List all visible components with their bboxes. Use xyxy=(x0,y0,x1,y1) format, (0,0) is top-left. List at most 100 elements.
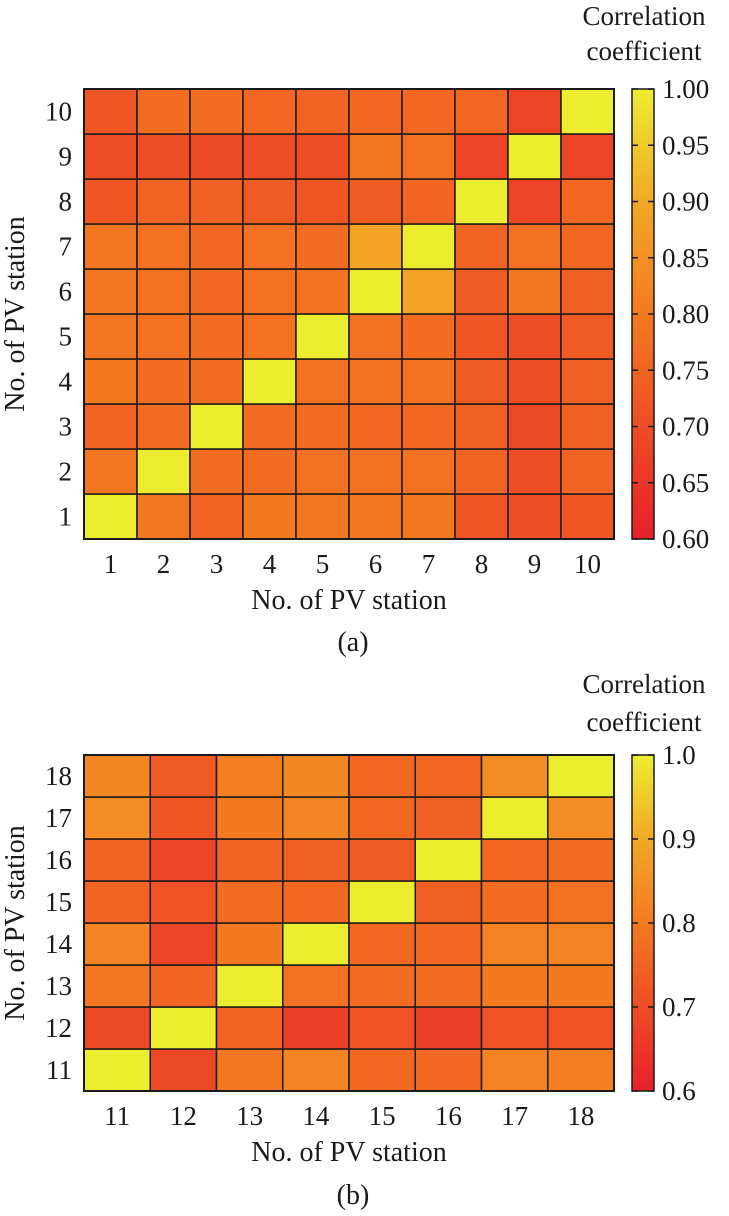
heatmap-frame xyxy=(83,88,615,540)
heatmap-cell xyxy=(136,133,191,180)
heatmap-cell xyxy=(149,1006,218,1050)
heatmap-cell xyxy=(454,268,509,315)
x-tick-label: 15 xyxy=(369,1101,396,1131)
heatmap-cell xyxy=(414,838,483,882)
heatmap-cell xyxy=(348,1006,416,1050)
heatmap-cell xyxy=(83,796,151,840)
y-tick-label: 7 xyxy=(59,232,73,262)
y-tick-label: 14 xyxy=(45,929,73,959)
heatmap-cell xyxy=(136,403,191,450)
heatmap-cell xyxy=(215,1048,284,1092)
heatmap-cell xyxy=(149,922,218,966)
heatmap-cell xyxy=(242,178,297,225)
x-tick-label: 9 xyxy=(528,549,542,579)
heatmap-cell xyxy=(454,313,509,360)
heatmap-cell xyxy=(480,1006,549,1050)
heatmap-cell xyxy=(454,178,509,225)
heatmap-cell xyxy=(507,268,562,315)
y-tick-label: 4 xyxy=(59,367,73,397)
heatmap-cell xyxy=(189,403,244,450)
heatmap-cell xyxy=(560,133,615,180)
x-tick-label: 1 xyxy=(104,549,118,579)
heatmap-cell xyxy=(560,358,615,405)
heatmap-cell xyxy=(215,922,284,966)
heatmap-cell xyxy=(282,922,350,966)
heatmap-cell xyxy=(560,493,615,540)
heatmap-cell xyxy=(401,448,456,495)
heatmap-cell xyxy=(401,133,456,180)
y-tick-label: 11 xyxy=(46,1055,72,1085)
heatmap-cell xyxy=(215,964,284,1008)
heatmap-cell xyxy=(454,448,509,495)
heatmap-cell xyxy=(454,358,509,405)
heatmap-cell xyxy=(282,1006,350,1050)
colorbar-tick-label: 0.8 xyxy=(662,908,696,938)
heatmap-cell xyxy=(547,880,615,924)
colorbar-tick-label: 0.7 xyxy=(662,992,696,1022)
heatmap-cell xyxy=(348,796,416,840)
heatmap-cell xyxy=(189,178,244,225)
heatmap-cell xyxy=(348,922,416,966)
heatmap-cell xyxy=(547,964,615,1008)
heatmap-cell xyxy=(83,880,151,924)
heatmap-cell xyxy=(295,268,350,315)
heatmap-cell xyxy=(136,178,191,225)
heatmap-cell xyxy=(215,796,284,840)
heatmap-cell xyxy=(282,754,350,798)
heatmap-cell xyxy=(83,838,151,882)
heatmap-cell xyxy=(401,268,456,315)
colorbar-tick-label: 0.95 xyxy=(662,130,709,160)
heatmap-cell xyxy=(83,178,138,225)
heatmap-cell xyxy=(401,358,456,405)
y-tick-label: 17 xyxy=(45,803,72,833)
heatmap-cell xyxy=(507,403,562,450)
heatmap-cell xyxy=(215,880,284,924)
heatmap-cell xyxy=(480,838,549,882)
heatmap-cell xyxy=(189,133,244,180)
panel-label: (b) xyxy=(337,1180,370,1211)
heatmap-cell xyxy=(295,223,350,270)
y-tick-label: 9 xyxy=(59,142,73,172)
heatmap-cell xyxy=(83,922,151,966)
heatmap-cell xyxy=(480,796,549,840)
y-tick-label: 8 xyxy=(59,187,73,217)
heatmap-cell xyxy=(215,754,284,798)
heatmap-cell xyxy=(149,838,218,882)
heatmap-cell xyxy=(401,403,456,450)
y-tick-label: 18 xyxy=(45,761,72,791)
heatmap-cell xyxy=(149,1048,218,1092)
heatmap-cell xyxy=(295,133,350,180)
colorbar-tick-label: 0.70 xyxy=(662,412,709,442)
heatmap-cell xyxy=(242,88,297,135)
x-tick-label: 13 xyxy=(236,1101,263,1131)
heatmap-cell xyxy=(454,223,509,270)
x-tick-label: 5 xyxy=(316,549,330,579)
heatmap-cell xyxy=(83,493,138,540)
heatmap-cell xyxy=(480,922,549,966)
heatmap-cell xyxy=(414,922,483,966)
heatmap-cell xyxy=(295,313,350,360)
heatmap-cell xyxy=(348,178,403,225)
heatmap-cell xyxy=(149,796,218,840)
heatmap-cell xyxy=(507,448,562,495)
heatmap-cell xyxy=(295,448,350,495)
heatmap-cell xyxy=(295,403,350,450)
heatmap-cell xyxy=(295,178,350,225)
x-axis-label: No. of PV station xyxy=(251,1137,447,1168)
heatmap-cell xyxy=(189,448,244,495)
heatmap-cell xyxy=(189,358,244,405)
heatmap-cell xyxy=(189,313,244,360)
y-tick-label: 13 xyxy=(45,971,72,1001)
x-tick-label: 2 xyxy=(157,549,171,579)
heatmap-cell xyxy=(83,88,138,135)
colorbar-tick-label: 1.0 xyxy=(662,740,696,770)
heatmap-cell xyxy=(136,358,191,405)
heatmap-cell xyxy=(83,1048,151,1092)
heatmap-cell xyxy=(414,880,483,924)
heatmap-cell xyxy=(149,754,218,798)
y-tick-label: 1 xyxy=(59,502,73,532)
heatmap-cell xyxy=(480,964,549,1008)
heatmap-cell xyxy=(348,880,416,924)
x-tick-label: 3 xyxy=(210,549,224,579)
heatmap-cell xyxy=(136,88,191,135)
